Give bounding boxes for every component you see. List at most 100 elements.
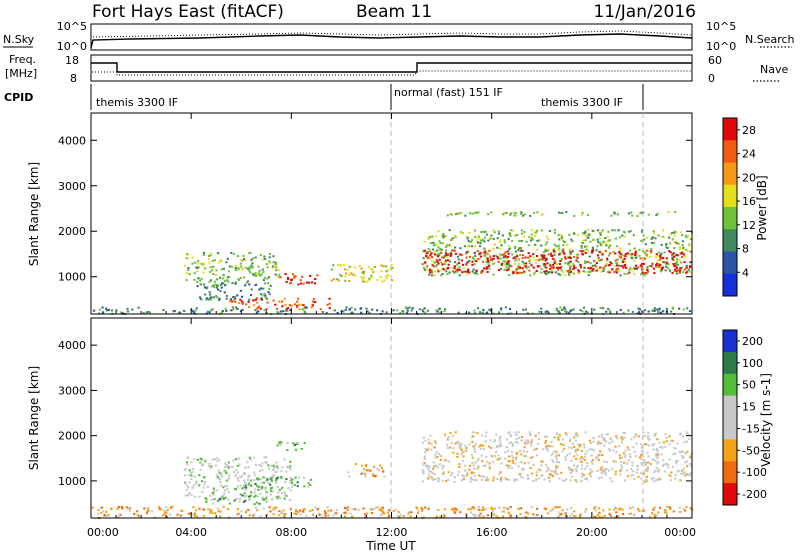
echo-cell bbox=[651, 444, 655, 447]
echo-cell bbox=[456, 442, 459, 444]
echo-cell bbox=[653, 513, 656, 516]
echo-cell bbox=[486, 253, 489, 256]
echo-cell bbox=[526, 474, 529, 476]
echo-cell bbox=[684, 255, 687, 258]
echo-cell bbox=[208, 462, 211, 465]
echo-cell bbox=[543, 478, 546, 481]
echo-cell bbox=[194, 495, 197, 498]
echo-cell bbox=[283, 297, 286, 300]
echo-cell bbox=[454, 507, 458, 510]
echo-cell bbox=[202, 508, 205, 511]
echo-cell bbox=[260, 481, 263, 484]
echo-cell bbox=[275, 269, 278, 272]
echo-cell bbox=[612, 460, 615, 463]
echo-cell bbox=[608, 239, 611, 242]
echo-cell bbox=[287, 466, 290, 469]
echo-cell bbox=[469, 241, 472, 243]
echo-cell bbox=[426, 477, 429, 480]
echo-cell bbox=[587, 274, 590, 277]
echo-cell bbox=[600, 258, 603, 261]
echo-cell bbox=[286, 307, 289, 310]
echo-cell bbox=[236, 508, 239, 511]
echo-cell bbox=[423, 249, 426, 252]
echo-cell bbox=[296, 485, 299, 488]
echo-cell bbox=[522, 262, 525, 265]
echo-cell bbox=[438, 516, 442, 519]
echo-cell bbox=[430, 256, 433, 259]
echo-cell bbox=[622, 266, 625, 269]
echo-cell bbox=[602, 267, 605, 270]
echo-cell bbox=[208, 297, 211, 299]
echo-cell bbox=[318, 513, 321, 516]
echo-cell bbox=[568, 267, 572, 270]
echo-cell bbox=[574, 468, 577, 471]
echo-cell bbox=[665, 463, 668, 466]
echo-cell bbox=[551, 508, 554, 511]
echo-cell bbox=[247, 508, 250, 511]
echo-cell bbox=[479, 514, 482, 516]
echo-cell bbox=[183, 264, 186, 267]
echo-cell bbox=[537, 432, 540, 435]
echo-cell bbox=[287, 278, 290, 280]
echo-cell bbox=[333, 309, 336, 312]
echo-cell bbox=[121, 507, 124, 510]
echo-cell bbox=[193, 458, 196, 460]
echo-region-7 bbox=[446, 211, 677, 218]
echo-cell bbox=[535, 448, 538, 450]
echo-cell bbox=[654, 469, 657, 472]
echo-cell bbox=[209, 270, 212, 273]
echo-cell bbox=[673, 241, 676, 244]
echo-cell bbox=[185, 279, 188, 282]
echo-cell bbox=[680, 261, 683, 264]
echo-cell bbox=[508, 513, 511, 515]
echo-cell bbox=[553, 436, 556, 439]
echo-cell bbox=[545, 273, 548, 276]
echo-cell bbox=[446, 273, 449, 276]
echo-cell bbox=[475, 479, 478, 482]
echo-cell bbox=[584, 252, 587, 254]
echo-cell bbox=[629, 455, 632, 458]
echo-cell bbox=[502, 256, 505, 259]
echo-cell bbox=[584, 452, 587, 455]
echo-cell bbox=[351, 311, 354, 314]
echo-cell bbox=[631, 470, 635, 473]
echo-cell bbox=[344, 279, 347, 282]
echo-cell bbox=[557, 272, 560, 275]
echo-cell bbox=[569, 265, 572, 268]
echo-cell bbox=[471, 456, 474, 459]
echo-cell bbox=[473, 263, 476, 266]
echo-cell bbox=[581, 211, 584, 214]
echo-cell bbox=[305, 306, 308, 309]
echo-cell bbox=[575, 432, 578, 435]
echo-cell bbox=[476, 237, 479, 240]
echo-cell bbox=[272, 464, 275, 467]
echo-cell bbox=[548, 445, 551, 448]
echo-cell bbox=[486, 479, 489, 482]
echo-cell bbox=[513, 214, 516, 217]
echo-cell bbox=[615, 269, 618, 272]
echo-cell bbox=[232, 459, 235, 462]
echo-cell bbox=[456, 268, 459, 271]
echo-cell bbox=[515, 478, 519, 481]
echo-cell bbox=[456, 263, 459, 266]
echo-cell bbox=[424, 439, 427, 442]
echo-cell bbox=[387, 516, 390, 519]
echo-cell bbox=[456, 255, 460, 258]
echo-cell bbox=[437, 230, 440, 233]
echo-cell bbox=[651, 242, 654, 244]
echo-cell bbox=[335, 509, 338, 512]
echo-cell bbox=[581, 253, 585, 256]
echo-cell bbox=[488, 267, 491, 270]
echo-cell bbox=[594, 509, 597, 512]
echo-cell bbox=[499, 478, 502, 481]
echo-cell bbox=[496, 458, 499, 461]
echo-cell bbox=[257, 478, 261, 481]
echo-cell bbox=[619, 473, 622, 476]
echo-cell bbox=[244, 484, 247, 487]
echo-cell bbox=[478, 311, 482, 314]
echo-cell bbox=[604, 250, 607, 252]
echo-cell bbox=[204, 293, 207, 296]
echo-cell bbox=[542, 448, 545, 451]
echo-cell bbox=[656, 462, 659, 465]
echo-cell bbox=[478, 445, 481, 448]
